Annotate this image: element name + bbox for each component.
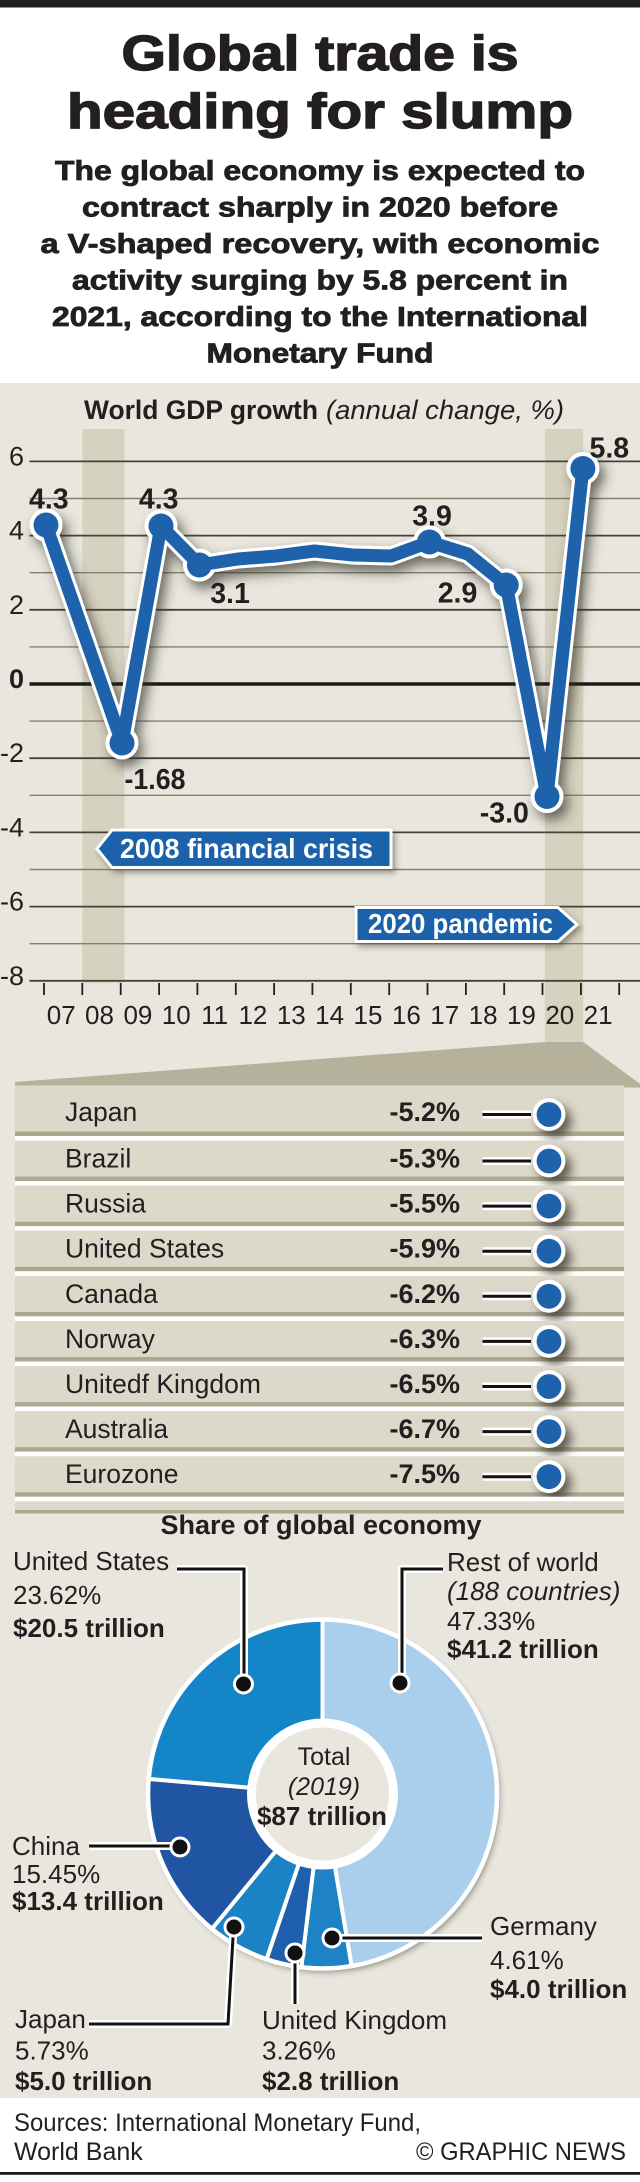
svg-text:Total: Total xyxy=(298,1743,351,1771)
svg-text:United Kingdom: United Kingdom xyxy=(262,2005,447,2035)
svg-text:47.33%: 47.33% xyxy=(447,1606,535,1636)
svg-text:11: 11 xyxy=(201,1000,228,1030)
svg-text:2020 pandemic: 2020 pandemic xyxy=(368,908,553,939)
svg-text:08: 08 xyxy=(85,1000,114,1030)
svg-text:United States: United States xyxy=(65,1234,224,1264)
svg-text:World Bank: World Bank xyxy=(14,2138,143,2166)
svg-text:Share of global economy: Share of global economy xyxy=(160,1510,481,1540)
svg-text:activity surging by 5.8 percen: activity surging by 5.8 percent in xyxy=(72,265,568,296)
svg-text:-5.5%: -5.5% xyxy=(389,1189,460,1219)
svg-text:Sources: International Monetar: Sources: International Monetary Fund, xyxy=(14,2109,421,2137)
svg-text:Australia: Australia xyxy=(65,1414,168,1444)
svg-text:2.9: 2.9 xyxy=(438,578,478,610)
svg-text:13: 13 xyxy=(277,1000,306,1030)
svg-text:-4: -4 xyxy=(0,812,24,842)
svg-text:5.8: 5.8 xyxy=(589,432,629,464)
svg-text:Japan: Japan xyxy=(15,2004,86,2034)
svg-text:19: 19 xyxy=(507,1000,536,1030)
svg-text:-1.68: -1.68 xyxy=(125,764,186,796)
svg-text:15.45%: 15.45% xyxy=(12,1859,100,1889)
svg-text:Unitedf Kingdom: Unitedf Kingdom xyxy=(65,1369,261,1399)
svg-text:-5.9%: -5.9% xyxy=(389,1234,460,1264)
svg-text:-5.2%: -5.2% xyxy=(389,1097,460,1127)
svg-text:$2.8 trillion: $2.8 trillion xyxy=(262,2066,399,2096)
svg-text:16: 16 xyxy=(392,1000,421,1030)
svg-text:-2: -2 xyxy=(0,738,24,768)
svg-text:14: 14 xyxy=(315,1000,344,1030)
svg-text:Rest of world: Rest of world xyxy=(447,1547,599,1577)
svg-text:Russia: Russia xyxy=(65,1189,146,1219)
svg-text:23.62%: 23.62% xyxy=(13,1580,101,1610)
svg-text:Eurozone: Eurozone xyxy=(65,1459,178,1489)
svg-text:3.26%: 3.26% xyxy=(262,2036,336,2066)
svg-text:(annual change, %): (annual change, %) xyxy=(326,395,564,425)
svg-text:a V-shaped recovery, with econ: a V-shaped recovery, with economic xyxy=(41,228,600,259)
svg-text:Norway: Norway xyxy=(65,1324,156,1354)
svg-text:-6.2%: -6.2% xyxy=(389,1279,460,1309)
svg-text:© GRAPHIC NEWS: © GRAPHIC NEWS xyxy=(416,2138,626,2166)
svg-text:(2019): (2019) xyxy=(288,1773,360,1801)
svg-text:12: 12 xyxy=(238,1000,267,1030)
svg-text:Germany: Germany xyxy=(490,1911,597,1941)
svg-text:-5.3%: -5.3% xyxy=(389,1144,460,1174)
svg-text:Japan: Japan xyxy=(65,1097,137,1127)
svg-text:-6.5%: -6.5% xyxy=(389,1369,460,1399)
svg-text:07: 07 xyxy=(47,1000,76,1030)
svg-text:6: 6 xyxy=(9,441,24,471)
svg-text:-7.5%: -7.5% xyxy=(389,1459,460,1489)
svg-text:World GDP growth: World GDP growth xyxy=(84,395,318,425)
svg-text:(188 countries): (188 countries) xyxy=(447,1576,620,1606)
svg-text:3.9: 3.9 xyxy=(412,501,452,533)
svg-text:09: 09 xyxy=(123,1000,152,1030)
svg-text:5.73%: 5.73% xyxy=(15,2036,89,2066)
svg-text:4.61%: 4.61% xyxy=(490,1945,564,1975)
svg-text:2: 2 xyxy=(9,590,24,620)
svg-text:4: 4 xyxy=(9,516,24,546)
svg-text:China: China xyxy=(12,1831,80,1861)
svg-text:0: 0 xyxy=(9,664,24,694)
svg-text:10: 10 xyxy=(162,1000,191,1030)
svg-text:Canada: Canada xyxy=(65,1279,158,1309)
svg-text:$87 trillion: $87 trillion xyxy=(257,1801,387,1831)
svg-text:2008 financial crisis: 2008 financial crisis xyxy=(120,833,373,864)
svg-text:17: 17 xyxy=(430,1000,459,1030)
svg-text:4.3: 4.3 xyxy=(29,484,69,516)
svg-text:$4.0 trillion: $4.0 trillion xyxy=(490,1974,627,2004)
svg-text:United States: United States xyxy=(13,1546,169,1576)
svg-text:-3.0: -3.0 xyxy=(480,798,529,830)
svg-text:contract sharply in 2020 befor: contract sharply in 2020 before xyxy=(82,192,558,223)
svg-text:18: 18 xyxy=(469,1000,498,1030)
svg-text:Brazil: Brazil xyxy=(65,1144,131,1174)
svg-text:-6.3%: -6.3% xyxy=(389,1324,460,1354)
svg-text:$41.2 trillion: $41.2 trillion xyxy=(447,1634,599,1664)
svg-text:$20.5 trillion: $20.5 trillion xyxy=(13,1613,165,1643)
svg-text:The global economy is expected: The global economy is expected to xyxy=(55,155,585,186)
svg-text:-8: -8 xyxy=(0,961,24,991)
svg-text:-6: -6 xyxy=(0,887,24,917)
svg-text:heading for slump: heading for slump xyxy=(67,85,573,139)
svg-text:21: 21 xyxy=(584,1000,613,1030)
svg-text:2021, according to the Interna: 2021, according to the International xyxy=(52,301,588,332)
svg-text:Global trade is: Global trade is xyxy=(122,27,519,81)
svg-text:$13.4 trillion: $13.4 trillion xyxy=(12,1886,164,1916)
svg-text:20: 20 xyxy=(545,1000,574,1030)
svg-text:3.1: 3.1 xyxy=(210,578,250,610)
svg-text:15: 15 xyxy=(354,1000,383,1030)
svg-text:$5.0 trillion: $5.0 trillion xyxy=(15,2066,152,2096)
svg-text:Monetary Fund: Monetary Fund xyxy=(207,338,434,369)
svg-text:-6.7%: -6.7% xyxy=(389,1414,460,1444)
svg-text:4.3: 4.3 xyxy=(139,484,179,516)
